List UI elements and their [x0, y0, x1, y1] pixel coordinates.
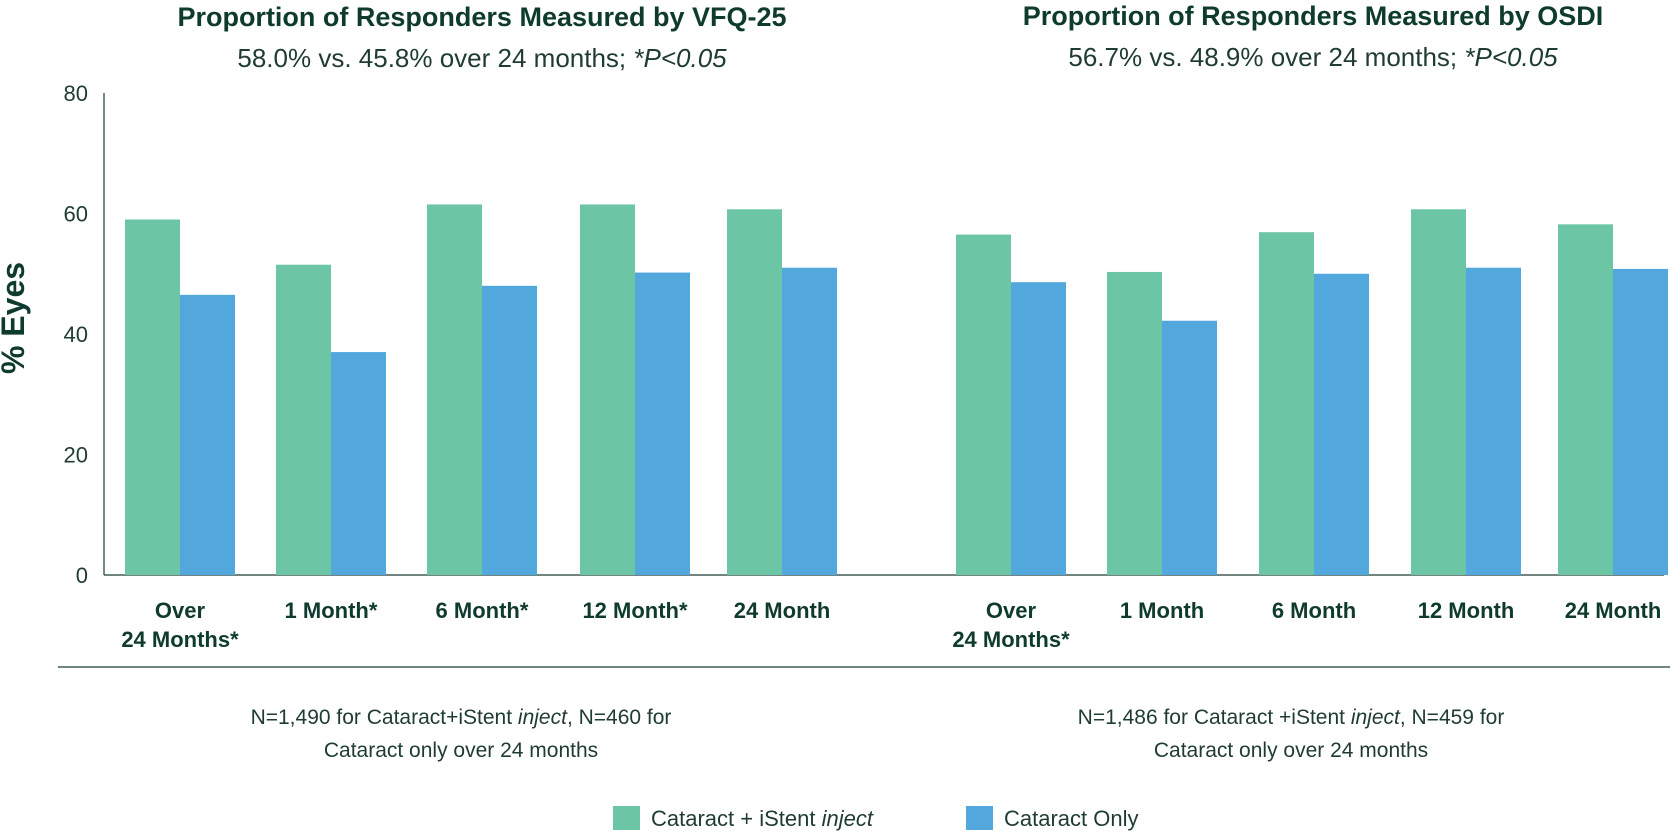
y-tick-label: 20	[64, 443, 88, 468]
left-chart-title: Proportion of Responders Measured by VFQ…	[177, 2, 786, 32]
bar-istent-vfq25-2	[427, 204, 482, 575]
bar-cataract-only-vfq25-2	[482, 285, 537, 575]
category-label: 1 Month*	[285, 598, 378, 623]
right-chart-title: Proportion of Responders Measured by OSD…	[1023, 1, 1604, 31]
category-label: 24 Month	[1565, 598, 1662, 623]
left-sample-note-line1: N=1,490 for Cataract+iStent inject, N=46…	[251, 706, 672, 729]
y-axis-label: % Eyes	[0, 262, 31, 374]
bar-cataract-only-osdi-1	[1162, 320, 1217, 575]
category-label: 6 Month	[1272, 598, 1356, 623]
category-label: Over 24 Months*	[952, 598, 1070, 652]
bar-istent-osdi-4	[1558, 224, 1613, 575]
category-label: Over 24 Months*	[121, 598, 239, 652]
right-sample-note-line1: N=1,486 for Cataract +iStent inject, N=4…	[1078, 706, 1505, 729]
bar-cataract-only-osdi-2	[1314, 273, 1369, 575]
bar-marks	[125, 204, 1668, 576]
category-label: 24 Month	[734, 598, 831, 623]
right-chart-subtitle: 56.7% vs. 48.9% over 24 months; *P<0.05	[1068, 42, 1558, 72]
bar-istent-osdi-1	[1107, 271, 1162, 575]
category-label: 12 Month*	[582, 598, 688, 623]
category-labels: Over 24 Months* 1 Month* 6 Month* 12 Month* 2…	[121, 598, 1661, 652]
bar-cataract-only-vfq25-4	[782, 267, 837, 575]
y-tick-labels: 0 20 40 60 80	[64, 81, 88, 588]
bar-cataract-only-vfq25-1	[331, 352, 386, 575]
legend-swatch-istent	[613, 806, 640, 830]
bar-istent-osdi-2	[1259, 232, 1314, 576]
category-label: 6 Month*	[436, 598, 529, 623]
y-tick-label: 40	[64, 322, 88, 347]
bar-istent-vfq25-4	[727, 209, 782, 575]
y-tick-label: 0	[76, 563, 88, 588]
y-tick-label: 60	[64, 202, 88, 227]
bar-istent-osdi-0	[956, 234, 1011, 575]
left-sample-note-line2: Cataract only over 24 months	[324, 739, 598, 762]
bar-istent-vfq25-3	[580, 204, 635, 575]
legend-label-istent: Cataract + iStent inject	[651, 806, 874, 831]
category-label: 1 Month	[1120, 598, 1204, 623]
bar-cataract-only-osdi-3	[1466, 267, 1521, 575]
bar-cataract-only-vfq25-3	[635, 272, 690, 575]
legend-swatch-cataract-only	[966, 806, 993, 830]
category-label: 12 Month	[1418, 598, 1515, 623]
legend-label-cataract-only: Cataract Only	[1004, 806, 1139, 831]
bar-istent-osdi-3	[1411, 209, 1466, 575]
right-sample-note-line2: Cataract only over 24 months	[1154, 739, 1428, 762]
y-tick-label: 80	[64, 81, 88, 106]
bar-cataract-only-vfq25-0	[180, 294, 235, 575]
bar-istent-vfq25-0	[125, 219, 180, 575]
bar-cataract-only-osdi-0	[1011, 282, 1066, 575]
bar-cataract-only-osdi-4	[1613, 268, 1668, 575]
left-chart-subtitle: 58.0% vs. 45.8% over 24 months; *P<0.05	[237, 43, 727, 73]
bar-istent-vfq25-1	[276, 264, 331, 575]
